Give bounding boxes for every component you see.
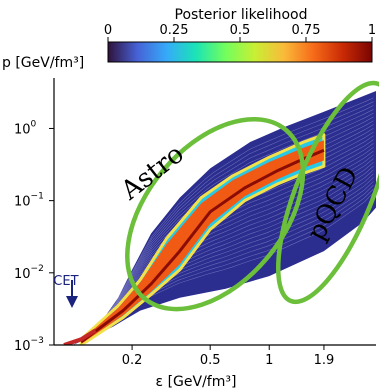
colorbar-tick-label: 0.25 — [160, 23, 189, 38]
median-line — [80, 148, 325, 344]
colorbar-tick-label: 0.75 — [292, 23, 321, 38]
cet-arrow — [66, 280, 78, 308]
cet-segment — [63, 328, 97, 345]
colorbar-title: Posterior likelihood — [175, 7, 308, 23]
annotation-cet: CET — [53, 274, 78, 289]
x-tick-label: 0.5 — [200, 353, 221, 368]
colorbar-tick-label: 1 — [368, 23, 376, 38]
x-tick-label: 0.2 — [122, 353, 143, 368]
colorbar-ticks: 0 0.25 0.5 0.75 1 — [104, 23, 376, 42]
colorbar-tick-label: 0.5 — [230, 23, 251, 38]
y-tick-label: 10−1 — [14, 192, 44, 210]
y-tick-label: 10−3 — [14, 336, 44, 354]
colorbar — [107, 41, 373, 63]
region-ellipses — [125, 80, 379, 312]
y-ticks: 10−3 10−2 10−1 100 — [14, 119, 54, 354]
eos-sample-curve — [107, 97, 374, 314]
region-ellipse-astro — [125, 116, 306, 312]
x-ticks: 0.2 0.5 1 1.9 — [122, 345, 335, 368]
eos-sample-curve — [107, 105, 374, 315]
y-tick-label: 10−2 — [14, 264, 44, 282]
annotation-astro: Astro — [115, 139, 190, 207]
y-axis-label: p [GeV/fm³] — [2, 55, 84, 71]
y-tick-label: 100 — [14, 119, 37, 137]
x-tick-label: 1 — [265, 353, 273, 368]
region-ellipse-pqcd — [275, 80, 379, 305]
x-axis-label: ε [GeV/fm³] — [156, 374, 237, 389]
colorbar-tick-label: 0 — [104, 23, 112, 38]
x-tick-label: 1.9 — [314, 353, 335, 368]
eos-sample-curve — [107, 109, 374, 316]
